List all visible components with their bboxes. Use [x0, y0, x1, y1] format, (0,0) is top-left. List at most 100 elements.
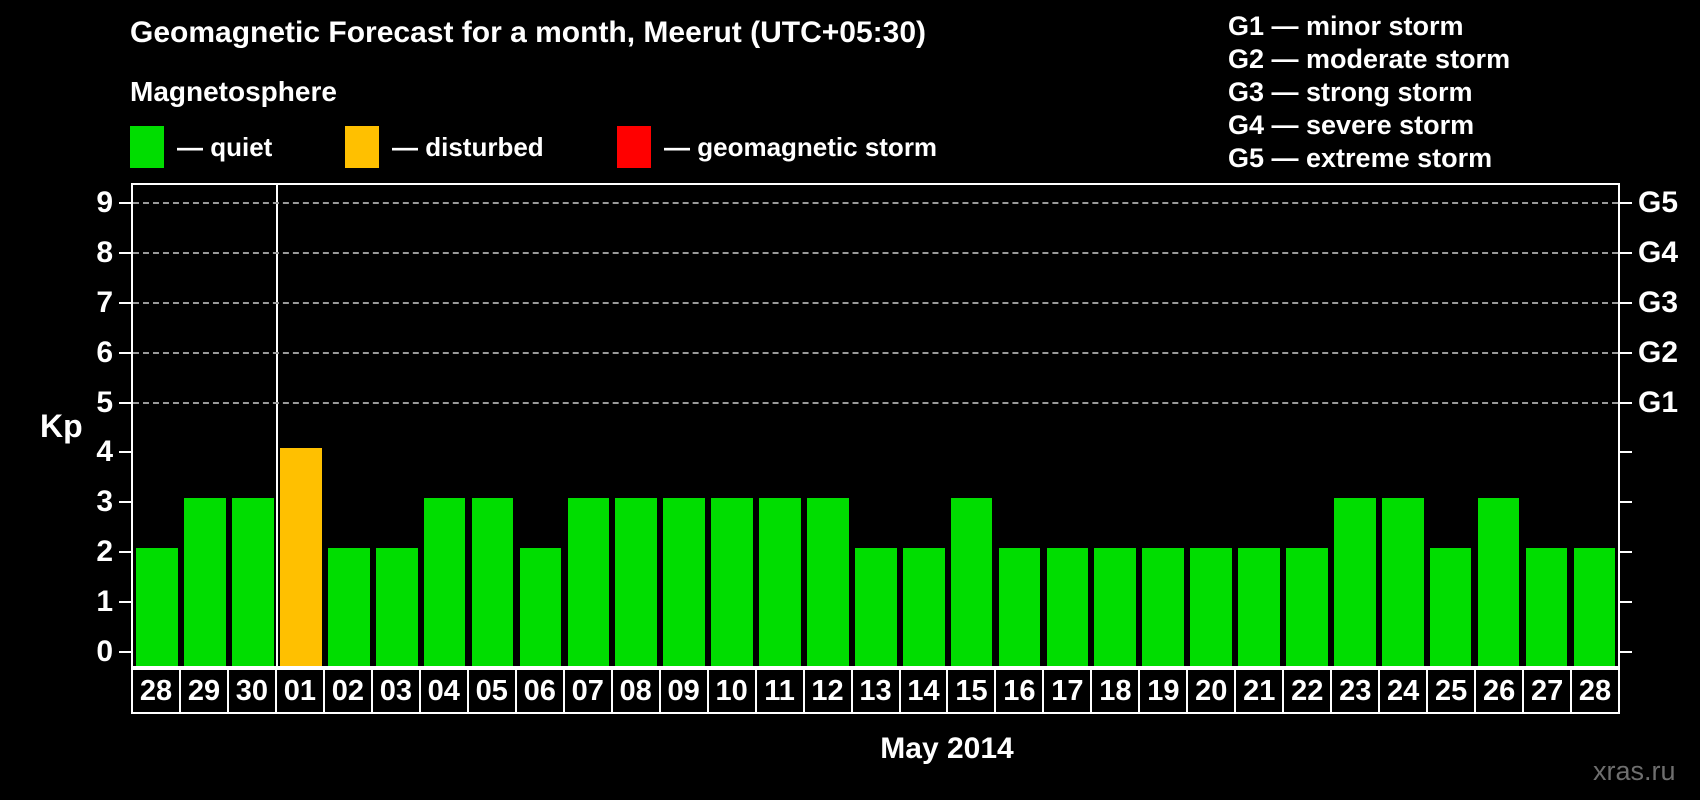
bar-16-kp2 [998, 548, 1041, 666]
date-cell-02: 02 [322, 668, 373, 714]
right-axis-label-g2: G2 [1638, 335, 1679, 369]
bar-22-kp2 [1286, 548, 1328, 666]
bar-slot-17 [1043, 185, 1091, 666]
bar-28-kp2 [136, 548, 179, 666]
bar-13-kp2 [854, 548, 897, 666]
bar-slot-07 [564, 185, 612, 666]
bar-slot-12 [804, 185, 852, 666]
date-cell-15: 15 [946, 668, 997, 714]
bar-slot-01 [277, 185, 325, 666]
bar-11-kp3 [759, 498, 801, 666]
bar-27-kp2 [1525, 548, 1568, 666]
y-axis-tick-left [119, 401, 131, 404]
bar-slot-06 [516, 185, 564, 666]
x-axis-month-label: May 2014 [880, 732, 1014, 765]
bar-05-kp3 [471, 498, 514, 666]
y-axis-tick-left [119, 201, 131, 204]
bar-20-kp2 [1190, 548, 1232, 666]
storm-scale-line-g4: G4 — severe storm [1228, 110, 1475, 140]
x-axis-date-row: 28 29 30 01 02 03 04 05 06 07 08 09 10 11 12 13 14 15 16 17… [131, 668, 1621, 714]
bar-slot-19 [1139, 185, 1187, 666]
y-axis-title-kp: Kp [40, 408, 83, 444]
bar-09-kp3 [663, 498, 705, 666]
storm-color-swatch [617, 126, 651, 168]
date-cell-25: 25 [1426, 668, 1477, 714]
date-cell-24: 24 [1378, 668, 1429, 714]
bar-slot-09 [660, 185, 708, 666]
y-axis-tick-left [119, 351, 131, 354]
bar-18-kp2 [1094, 548, 1137, 666]
bar-slot-24 [1379, 185, 1427, 666]
y-axis-label-7: 7 [96, 285, 113, 319]
storm-scale-line-g2: G2 — moderate storm [1228, 44, 1511, 74]
bar-30-kp3 [232, 498, 274, 666]
date-cell-01: 01 [274, 668, 325, 714]
month-separator-line [275, 185, 278, 666]
y-axis-tick-left [119, 551, 131, 554]
storm-scale-line-g5: G5 — extreme storm [1228, 143, 1493, 173]
bar-slot-28 [1570, 185, 1618, 666]
bar-07-kp3 [567, 498, 610, 666]
date-cell-05: 05 [466, 668, 517, 714]
bar-slot-27 [1522, 185, 1570, 666]
legend-label-storm: — geomagnetic storm [664, 131, 938, 162]
date-cell-10: 10 [706, 668, 757, 714]
bars-container [133, 185, 1618, 666]
legend-item-disturbed: — disturbed [345, 126, 544, 168]
y-axis-tick-right [1620, 451, 1632, 454]
bar-slot-21 [1235, 185, 1283, 666]
date-cell-27: 27 [1522, 668, 1573, 714]
date-cell-28: 28 [1570, 668, 1621, 714]
y-axis-tick-right [1620, 551, 1632, 554]
y-axis-label-6: 6 [96, 335, 113, 369]
y-axis-tick-left [119, 651, 131, 653]
legend-label-disturbed: — disturbed [392, 131, 544, 162]
date-cell-19: 19 [1138, 668, 1189, 714]
date-cell-29: 29 [178, 668, 229, 714]
bar-14-kp2 [902, 548, 945, 666]
legend-item-storm: — geomagnetic storm [617, 126, 937, 168]
bar-25-kp2 [1429, 548, 1472, 666]
disturbed-color-swatch [345, 126, 379, 168]
bar-slot-02 [325, 185, 373, 666]
date-cell-21: 21 [1234, 668, 1285, 714]
date-cell-08: 08 [610, 668, 661, 714]
legend-heading-magnetosphere: Magnetosphere [130, 76, 337, 107]
date-cell-22: 22 [1282, 668, 1333, 714]
bar-slot-25 [1426, 185, 1474, 666]
right-axis-label-g5: G5 [1638, 185, 1679, 219]
bar-slot-15 [947, 185, 995, 666]
y-axis-tick-right [1620, 601, 1632, 604]
bar-06-kp2 [519, 548, 562, 666]
date-cell-30: 30 [226, 668, 277, 714]
bar-slot-18 [1091, 185, 1139, 666]
date-cell-04: 04 [418, 668, 469, 714]
bar-slot-11 [756, 185, 804, 666]
gridline-kp-8 [133, 251, 1618, 254]
bar-02-kp2 [327, 548, 370, 666]
bar-slot-26 [1474, 185, 1522, 666]
bar-21-kp2 [1238, 548, 1280, 666]
date-cell-13: 13 [850, 668, 901, 714]
bar-slot-04 [420, 185, 468, 666]
bar-19-kp2 [1142, 548, 1185, 666]
bar-15-kp3 [950, 498, 993, 666]
watermark: xras.ru [1593, 756, 1676, 786]
storm-scale-line-g1: G1 — minor storm [1228, 11, 1464, 41]
bar-slot-03 [373, 185, 421, 666]
date-cell-09: 09 [658, 668, 709, 714]
chart-plot-area: 0 1 2 3 4 5 6 7 8 9 G1 G2 G3 G4 G5 [96, 183, 1678, 668]
y-axis-tick-right [1620, 201, 1632, 204]
bar-29-kp3 [184, 498, 226, 666]
y-axis-label-0: 0 [96, 635, 113, 668]
bar-28-kp2 [1573, 548, 1616, 666]
date-cell-03: 03 [370, 668, 421, 714]
y-axis-tick-left [119, 501, 131, 504]
bar-slot-28 [133, 185, 181, 666]
right-axis-label-g4: G4 [1638, 235, 1679, 269]
y-axis-label-3: 3 [96, 485, 113, 519]
date-cell-17: 17 [1042, 668, 1093, 714]
gridline-kp-9 [133, 201, 1618, 204]
bar-slot-10 [708, 185, 756, 666]
